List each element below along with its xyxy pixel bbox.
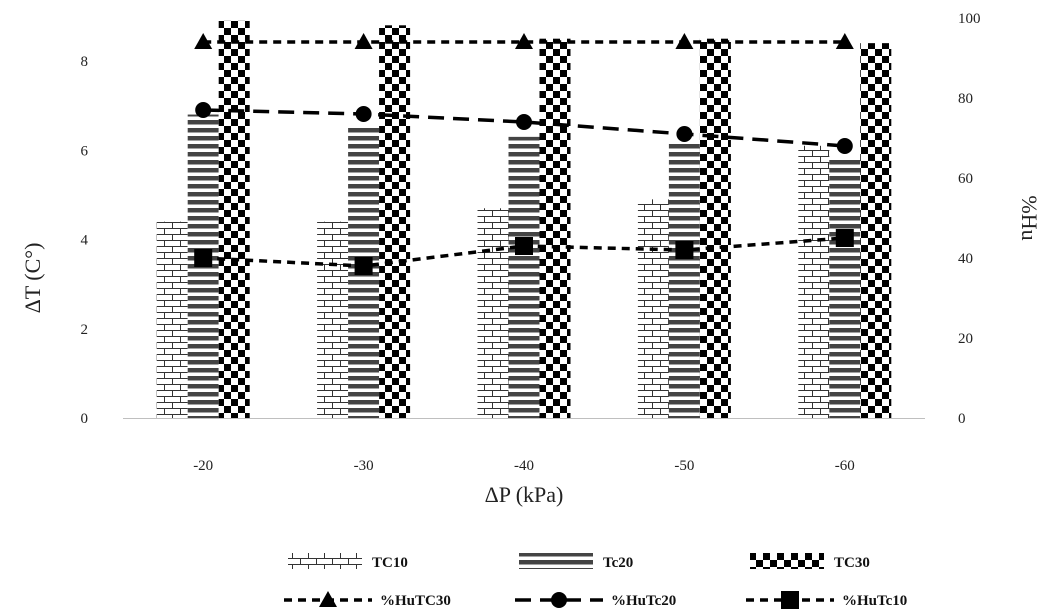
bar-tc30-20 (218, 20, 250, 419)
y2-tick-label: 100 (958, 11, 981, 27)
legend-swatch-tc30 (750, 553, 824, 569)
point-hutc20-60 (836, 138, 853, 154)
point-hutc20-30 (355, 106, 372, 122)
x-tick-label: -40 (514, 458, 534, 474)
legend-marker-hutc30 (319, 591, 337, 607)
legend-label-hutc20: %HuTc20 (611, 593, 676, 609)
point-hutc30-40 (515, 33, 533, 49)
y2-axis-title: %Hu (1017, 195, 1042, 240)
y2-tick-label: 0 (958, 411, 966, 427)
y-tick-label: 6 (81, 143, 89, 159)
bar-tc10-30 (317, 221, 349, 418)
legend-label-tc10: TC10 (372, 555, 408, 571)
x-tick-label: -30 (354, 458, 374, 474)
line-hutc20 (203, 108, 845, 148)
y-tick-label: 2 (81, 322, 89, 338)
point-hutc10-50 (675, 241, 694, 259)
point-hutc10-60 (835, 229, 854, 247)
point-hutc30-20 (194, 33, 213, 49)
legend-label-hutc30: %HuTC30 (380, 593, 451, 609)
y2-tick-label: 40 (958, 251, 973, 267)
bar-tc10-40 (477, 208, 509, 418)
point-hutc10-30 (354, 257, 373, 275)
bar-tc30-50 (699, 38, 731, 418)
point-hutc20-50 (676, 126, 693, 142)
point-hutc30-30 (354, 33, 373, 49)
y-tick-label: 4 (81, 233, 89, 249)
point-hutc30-50 (675, 33, 694, 49)
y-axis-title: ΔT (C°) (20, 243, 45, 314)
y-tick-label: 0 (81, 411, 89, 427)
legend-label-tc20: Tc20 (603, 555, 633, 571)
legend-marker-hutc20 (551, 592, 567, 608)
bar-tc30-40 (539, 38, 571, 418)
bar-tc20-60 (829, 159, 861, 419)
legend-label-hutc10: %HuTc10 (842, 593, 907, 609)
point-hutc10-20 (194, 249, 213, 267)
legend-marker-hutc10 (781, 591, 799, 609)
bar-tc20-40 (508, 136, 540, 419)
legend-label-tc30: TC30 (834, 555, 870, 571)
y2-tick-label: 20 (958, 331, 973, 347)
point-hutc10-40 (515, 237, 533, 255)
x-axis-title: ΔP (kPa) (485, 482, 564, 507)
x-tick-label: -50 (674, 458, 694, 474)
bar-tc30-30 (379, 25, 411, 419)
x-tick-label: -20 (193, 458, 213, 474)
bar-tc20-50 (668, 141, 700, 418)
point-hutc30-60 (835, 33, 854, 49)
point-hutc20-40 (516, 114, 532, 130)
bar-tc10-20 (156, 221, 188, 418)
x-tick-label: -60 (835, 458, 855, 474)
legend-swatch-tc10 (288, 553, 362, 569)
y2-tick-label: 60 (958, 171, 973, 187)
point-hutc20-20 (195, 102, 212, 118)
legend-swatch-tc20 (519, 553, 593, 569)
bar-tc10-60 (798, 145, 830, 418)
bar-tc10-50 (637, 199, 669, 418)
y-tick-label: 8 (81, 54, 89, 70)
y2-tick-label: 80 (958, 91, 973, 107)
bar-tc30-60 (860, 43, 892, 419)
